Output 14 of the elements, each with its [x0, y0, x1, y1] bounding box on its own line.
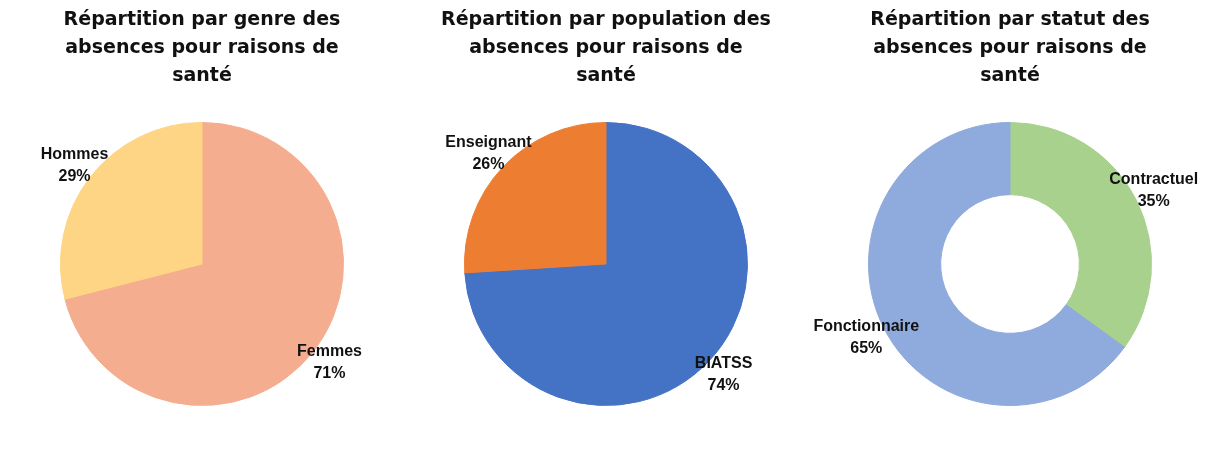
slice-label: Enseignant	[445, 132, 533, 150]
data-label: 29%	[58, 166, 91, 184]
data-label: 71%	[313, 364, 346, 382]
slice-label: Contractuel	[1109, 170, 1199, 188]
slice-label: Femmes	[297, 342, 363, 360]
data-label: 26%	[472, 154, 505, 172]
chart-title: Répartition par statut des absences pour raisons de santé	[869, 6, 1151, 87]
data-label: 65%	[850, 338, 883, 356]
slice-label: Fonctionnaire	[813, 316, 920, 334]
data-label: 74%	[707, 375, 740, 393]
slice-label: Hommes	[40, 144, 109, 162]
chart-title: Répartition par genre des absences pour raisons de santé	[62, 6, 342, 87]
chart-title: Répartition par population des absences pour raisons de santé	[441, 6, 771, 87]
data-label: 35%	[1137, 192, 1170, 210]
